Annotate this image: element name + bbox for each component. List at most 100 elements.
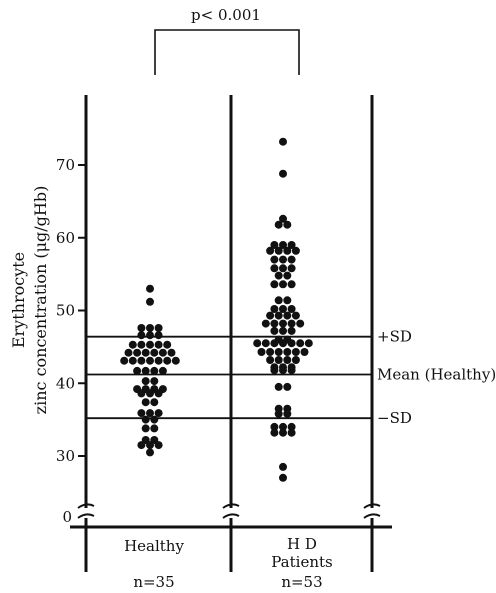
data-point [291,348,300,356]
y-tick-label: 40 [56,374,75,392]
group-label-patients: Patients [271,553,332,571]
data-point [146,297,154,306]
data-point [261,319,270,328]
data-point [283,382,292,391]
data-point [150,377,159,386]
data-point [266,356,275,364]
y-zero-label: 0 [62,508,72,526]
reference-line-label: Mean (Healthy) [377,366,496,384]
y-label-line2: zinc concentration (μg/gHb) [31,186,50,415]
data-point [270,428,279,437]
data-point [137,324,146,332]
data-point [291,311,300,320]
data-point [270,264,279,273]
data-point [279,169,287,178]
data-point [287,339,296,348]
data-point [287,264,296,273]
data-point [124,348,133,357]
data-point [137,331,146,340]
data-point [128,356,137,365]
data-point [274,382,283,391]
data-point [287,428,296,437]
data-point [150,424,159,433]
data-point [283,348,292,356]
data-point [283,356,292,364]
data-point [154,340,163,349]
data-point [154,331,163,340]
data-point [154,356,163,365]
data-point [279,280,287,289]
data-point [146,409,154,418]
data-point [146,356,154,365]
data-point [158,348,167,357]
data-point [150,348,159,357]
data-point [279,255,287,264]
data-point [300,348,309,356]
reference-line-label: +SD [377,328,412,346]
data-point [257,348,266,356]
group-label-healthy: Healthy [124,537,184,555]
data-point [120,356,129,365]
data-point [146,340,154,349]
data-point [274,246,283,255]
y-label-line1: Erythrocyte [9,252,28,348]
data-point [274,409,283,418]
data-point [146,441,154,450]
data-point [279,264,287,273]
data-point [137,356,146,365]
data-point [279,319,287,328]
data-points [120,137,313,482]
y-tick-label: 60 [56,229,75,247]
data-point [141,377,150,386]
data-point [274,356,283,364]
data-point [296,339,305,348]
data-point [279,137,287,146]
data-point [270,339,279,348]
data-point [141,348,150,357]
data-point [287,241,296,249]
data-point [133,366,142,375]
data-point [279,366,287,375]
data-point [146,331,154,340]
data-point [150,415,159,424]
data-point [287,305,296,313]
data-point [261,339,270,348]
y-axis-ticks: 30 40 50 60 70 [56,156,86,465]
data-point [137,389,146,398]
data-point [141,398,150,407]
data-point [146,448,154,457]
data-point [270,255,279,264]
data-point [274,296,283,305]
data-point [141,415,150,424]
data-point [154,389,163,398]
significance-bracket: p< 0.001 [154,6,300,75]
data-point [266,311,275,320]
data-point [133,348,142,357]
data-point [279,326,287,335]
data-point [150,398,159,407]
data-point [287,319,296,328]
data-point [283,271,292,280]
data-point [137,340,146,349]
y-tick-label: 70 [56,156,75,174]
reference-lines: +SD Mean (Healthy) −SD [86,328,496,427]
data-point [270,366,279,375]
n-label-hd: n=53 [281,573,322,591]
axis-break-marks [77,503,381,519]
data-point [270,326,279,335]
data-point [146,324,154,332]
y-tick-label: 30 [56,447,75,465]
p-value-label: p< 0.001 [191,6,261,24]
data-point [296,319,305,328]
data-point [253,339,262,348]
data-point [270,319,279,328]
data-point [171,356,180,365]
data-point [163,356,172,365]
data-point [279,305,287,313]
data-point [279,241,287,249]
data-point [279,428,287,437]
data-point [146,284,154,293]
data-point [274,311,283,320]
data-point [287,255,296,264]
